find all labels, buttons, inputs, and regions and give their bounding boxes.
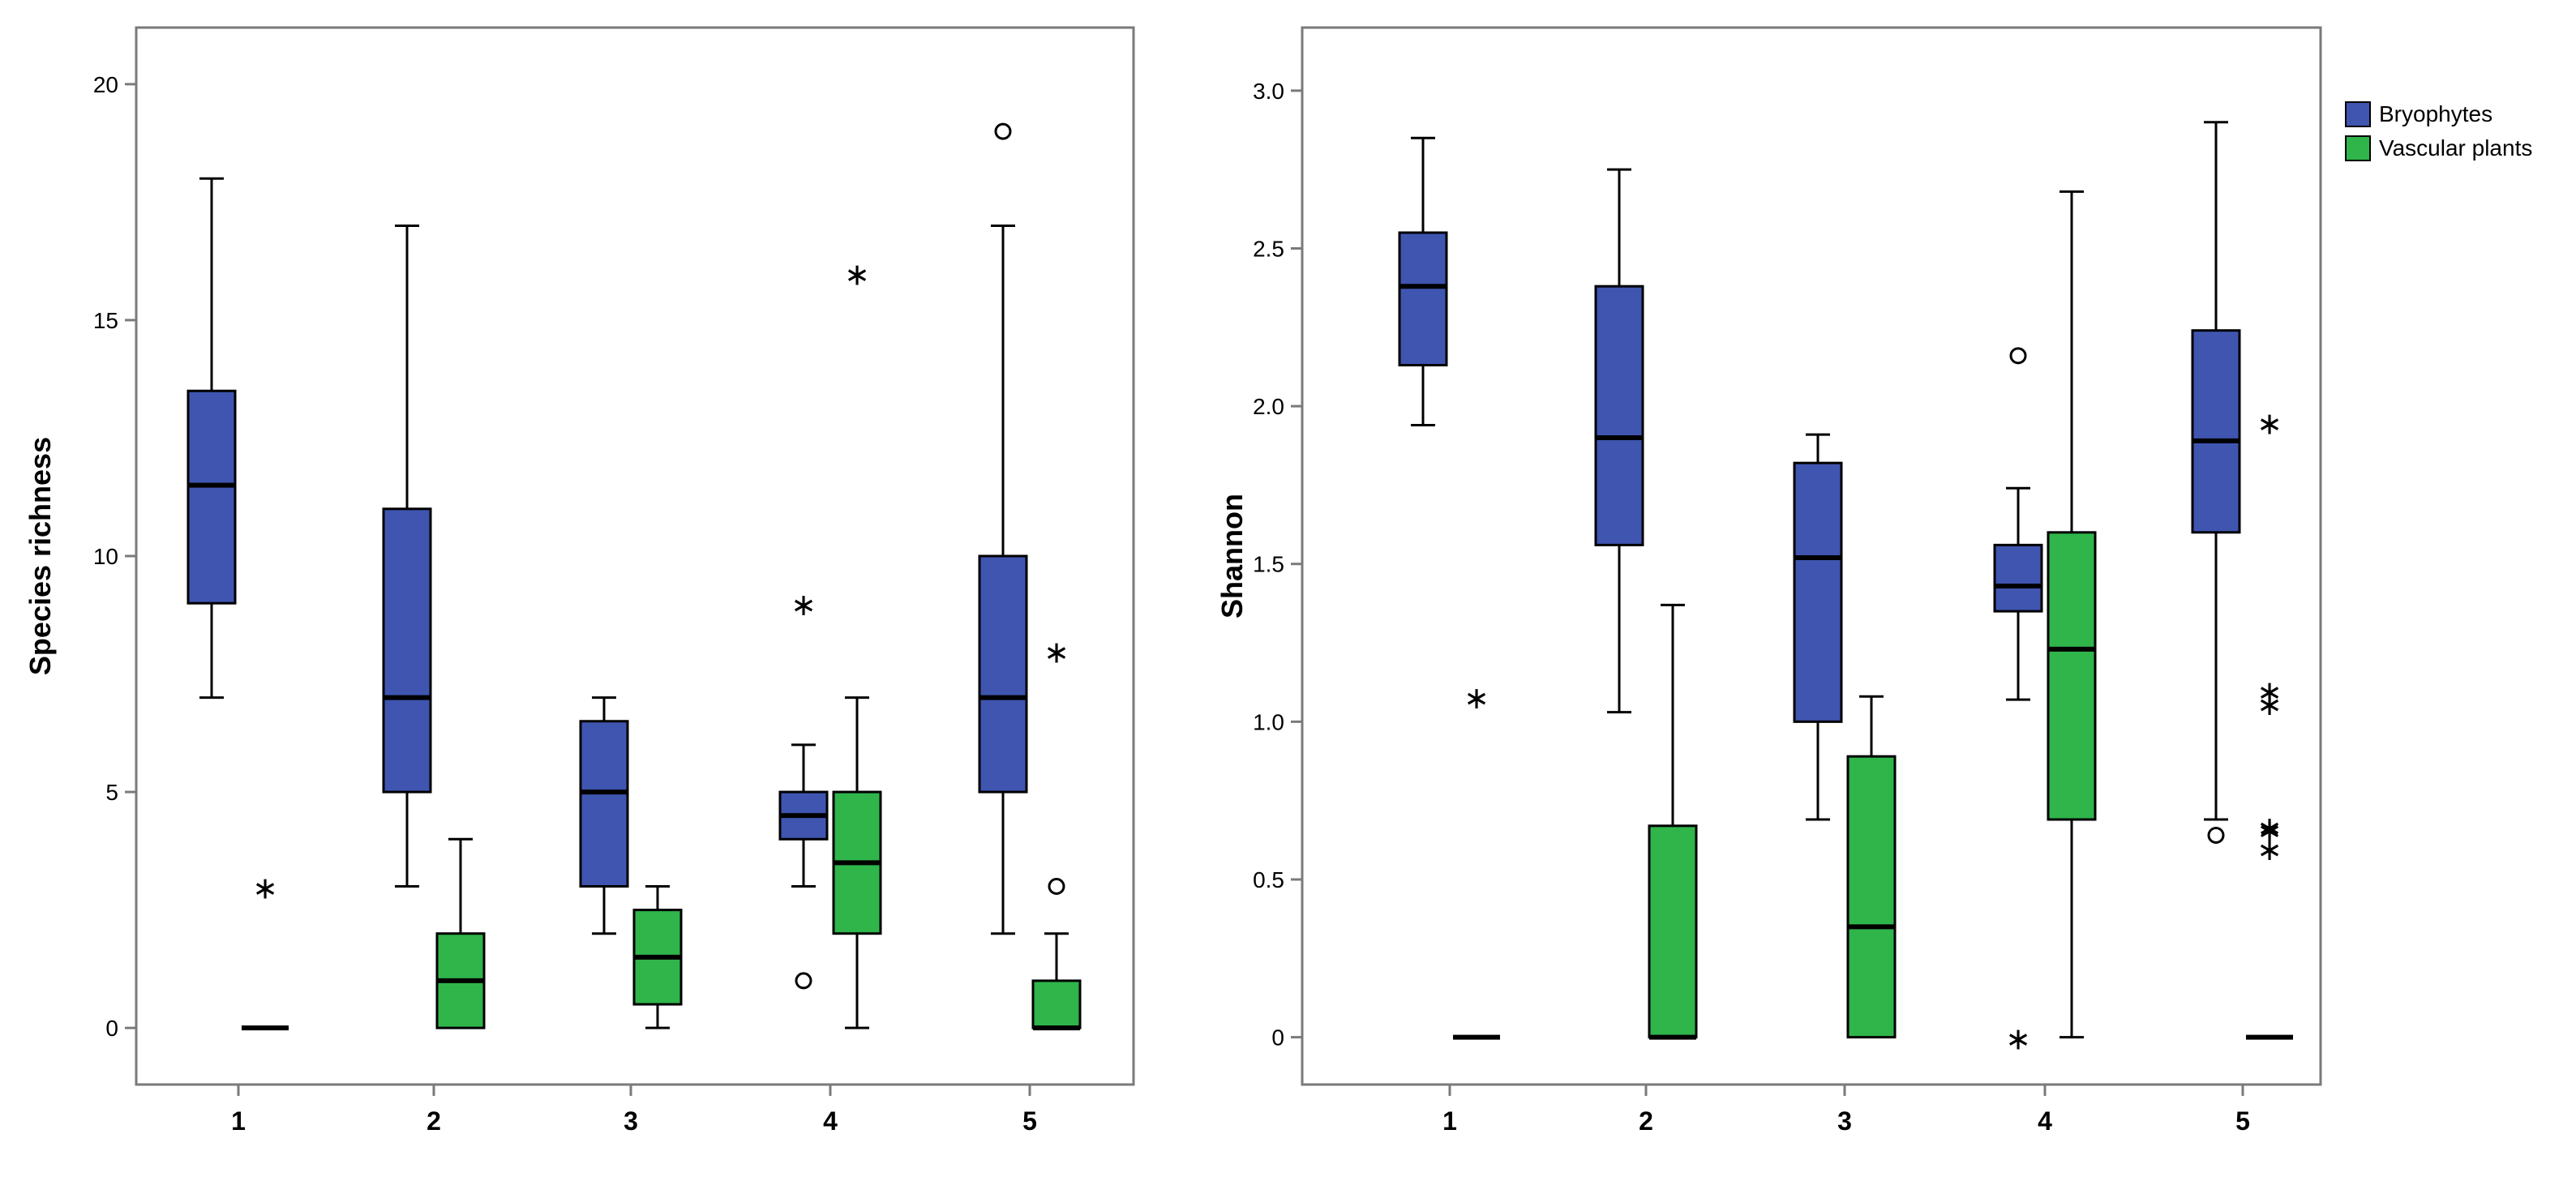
extreme-point: ∗: [2005, 1023, 2031, 1057]
box-bryophytes-1: [186, 177, 237, 700]
x-tick-label: 3: [624, 1106, 638, 1136]
outlier-point: [994, 122, 1012, 140]
box-iqr: [978, 554, 1028, 794]
box-vascular-plants-3: [632, 885, 683, 1029]
box-vascular-plants-4: ∗: [832, 259, 882, 1029]
extreme-point: ∗: [1464, 682, 1489, 716]
y-tick-label: 0: [105, 1016, 118, 1041]
y-tick-label: 2.5: [1253, 236, 1284, 261]
box-iqr: [1846, 755, 1897, 1039]
extreme-point: ∗: [2257, 408, 2282, 442]
box-iqr: [2191, 329, 2241, 534]
box-iqr: [1031, 979, 1082, 1029]
y-tick-label: 1.5: [1253, 552, 1284, 577]
y-tick-label: 15: [93, 308, 118, 333]
y-tick-label: 5: [105, 780, 118, 805]
y-tick-label: 10: [93, 544, 118, 569]
box-bryophytes-3: [579, 696, 629, 935]
box-iqr: [1993, 543, 2043, 613]
y-axis-label: Species richness: [24, 437, 57, 675]
x-tick-label: 5: [1022, 1106, 1037, 1136]
box-bryophytes-3: [1793, 433, 1843, 821]
x-tick-label: 4: [2038, 1106, 2052, 1136]
x-tick-label: 1: [231, 1106, 246, 1136]
extreme-point: ∗: [2257, 675, 2282, 709]
box-vascular-plants-2: [435, 837, 486, 1029]
outlier-point: [795, 972, 812, 990]
y-tick-label: 2.0: [1253, 394, 1284, 419]
outlier-point: [1048, 878, 1065, 895]
y-tick-label: 0.5: [1253, 867, 1284, 892]
y-tick-label: 0: [1271, 1025, 1284, 1050]
x-tick-label: 5: [2235, 1106, 2250, 1136]
outlier-point: [2009, 347, 2027, 365]
box-iqr: [1594, 285, 1644, 546]
legend-label-vascular-plants: Vascular plants: [2379, 135, 2532, 160]
legend-swatch-vascular-plants: [2345, 135, 2371, 161]
box-iqr: [1398, 231, 1448, 367]
box-bryophytes-2: [1594, 168, 1644, 714]
x-tick-label: 4: [823, 1106, 838, 1136]
box-bryophytes-4: ∗: [1993, 347, 2043, 1057]
box-bryophytes-5: [978, 122, 1028, 935]
box-vascular-plants-3: [1846, 695, 1897, 1039]
species-richness-panel: 0 5 10 15 20 1 2 3 4 5 Species richness ∗ ∗ ∗ ∗: [24, 26, 1135, 1136]
box-vascular-plants-4: [2047, 190, 2097, 1039]
outlier-point: [2207, 826, 2225, 844]
x-tick-label: 1: [1442, 1106, 1457, 1136]
box-bryophytes-2: [382, 225, 432, 888]
y-axis-label: Shannon: [1215, 494, 1249, 618]
y-tick-label: 1.0: [1253, 709, 1284, 734]
box-vascular-plants-5: ∗: [1031, 635, 1082, 1031]
x-tick-label: 2: [426, 1106, 441, 1136]
box-bryophytes-4: ∗: [778, 588, 829, 990]
box-vascular-plants-1: ∗: [242, 872, 289, 1031]
box-iqr: [579, 720, 629, 888]
box-iqr: [2047, 531, 2097, 821]
box-vascular-plants-1: ∗: [1453, 682, 1500, 1040]
box-bryophytes-5: [2191, 121, 2241, 844]
legend: Bryophytes Vascular plants: [2345, 101, 2532, 161]
x-tick-label: 3: [1837, 1106, 1852, 1136]
plot-frame: [1301, 26, 2322, 1086]
extreme-point: ∗: [791, 588, 817, 623]
extreme-point: ∗: [844, 259, 870, 293]
extreme-point: ∗: [1044, 635, 1069, 670]
extreme-point: ∗: [2257, 811, 2282, 845]
extreme-point: ∗: [2257, 833, 2282, 867]
box-iqr: [186, 389, 237, 605]
extreme-point: ∗: [2257, 688, 2282, 722]
box-iqr: [1793, 461, 1843, 723]
legend-swatch-bryophytes: [2345, 101, 2371, 127]
legend-label-bryophytes: Bryophytes: [2379, 101, 2492, 126]
box-bryophytes-1: [1398, 136, 1448, 426]
extreme-point: ∗: [2257, 815, 2282, 849]
y-tick-label: 3.0: [1253, 79, 1284, 104]
y-tick-label: 20: [93, 72, 118, 97]
box-vascular-plants-2: [1648, 603, 1698, 1040]
box-iqr: [1648, 824, 1698, 1039]
box-vascular-plants-5: ∗∗∗∗∗∗: [2246, 408, 2293, 1040]
extreme-point: ∗: [252, 872, 278, 906]
box-iqr: [382, 507, 432, 794]
x-tick-label: 2: [1639, 1106, 1653, 1136]
